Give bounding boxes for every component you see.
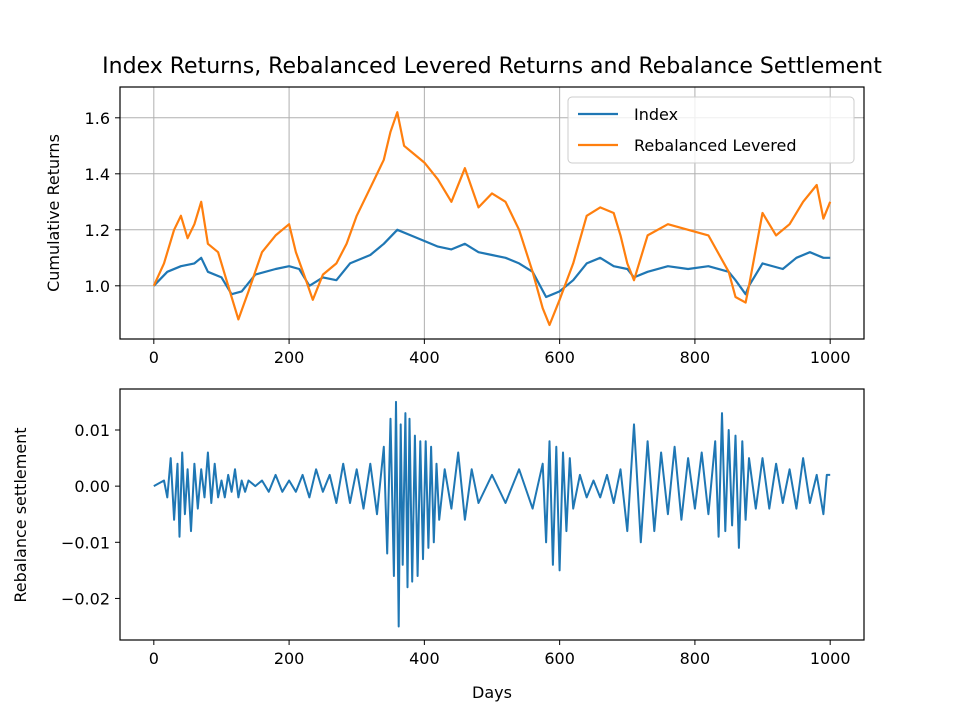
chart-title: Index Returns, Rebalanced Levered Return… (102, 54, 882, 79)
bottom-xtick-label-1: 200 (274, 649, 305, 668)
top-series-line-rebalanced-levered (152, 111, 832, 327)
bottom-panel: 0 200 400 600 800 1000 0.01 0.00 −0.01 −0.02 Reb… (11, 388, 865, 702)
legend: Index Rebalanced Levered (567, 96, 855, 164)
top-y-axis-label: Cumulative Returns (44, 134, 63, 292)
top-ytick-label-2: 1.4 (85, 165, 110, 184)
bottom-ytick-label-3: −0.02 (61, 589, 110, 608)
legend-label-index: Index (634, 105, 678, 124)
top-x-ticks: 0 200 400 600 800 1000 (149, 339, 851, 367)
bottom-ytick-label-0: 0.01 (74, 421, 110, 440)
bottom-axes-frame (119, 388, 865, 641)
top-xtick-label-3: 600 (544, 348, 575, 367)
top-series-line-index (153, 228, 831, 299)
bottom-lines (153, 400, 831, 628)
top-xtick-label-5: 1000 (810, 348, 851, 367)
top-axes-frame (119, 86, 865, 340)
legend-label-levered: Rebalanced Levered (634, 136, 797, 155)
top-panel: 0 200 400 600 800 1000 1.0 1.2 1.4 1.6 Cumulativ… (44, 86, 865, 367)
bottom-x-axis-label: Days (472, 683, 512, 702)
top-xtick-label-2: 400 (409, 348, 440, 367)
bottom-ytick-label-1: 0.00 (74, 477, 110, 496)
top-xtick-label-1: 200 (274, 348, 305, 367)
top-ytick-label-3: 1.6 (85, 109, 110, 128)
bottom-xtick-label-5: 1000 (810, 649, 851, 668)
bottom-series-line-rebalance-settlement (153, 400, 831, 628)
top-y-ticks: 1.0 1.2 1.4 1.6 (85, 109, 120, 296)
top-xtick-label-4: 800 (680, 348, 711, 367)
top-ytick-label-0: 1.0 (85, 277, 110, 296)
bottom-y-axis-label: Rebalance settlement (11, 427, 30, 602)
legend-box (567, 96, 855, 164)
bottom-y-ticks: 0.01 0.00 −0.01 −0.02 (61, 421, 120, 608)
bottom-xtick-label-0: 0 (149, 649, 159, 668)
bottom-xtick-label-3: 600 (544, 649, 575, 668)
bottom-x-ticks: 0 200 400 600 800 1000 (149, 640, 851, 668)
top-xtick-label-0: 0 (149, 348, 159, 367)
bottom-xtick-label-4: 800 (680, 649, 711, 668)
bottom-ytick-label-2: −0.01 (61, 533, 110, 552)
bottom-xtick-label-2: 400 (409, 649, 440, 668)
top-ytick-label-1: 1.2 (85, 221, 110, 240)
top-lines (152, 111, 832, 327)
